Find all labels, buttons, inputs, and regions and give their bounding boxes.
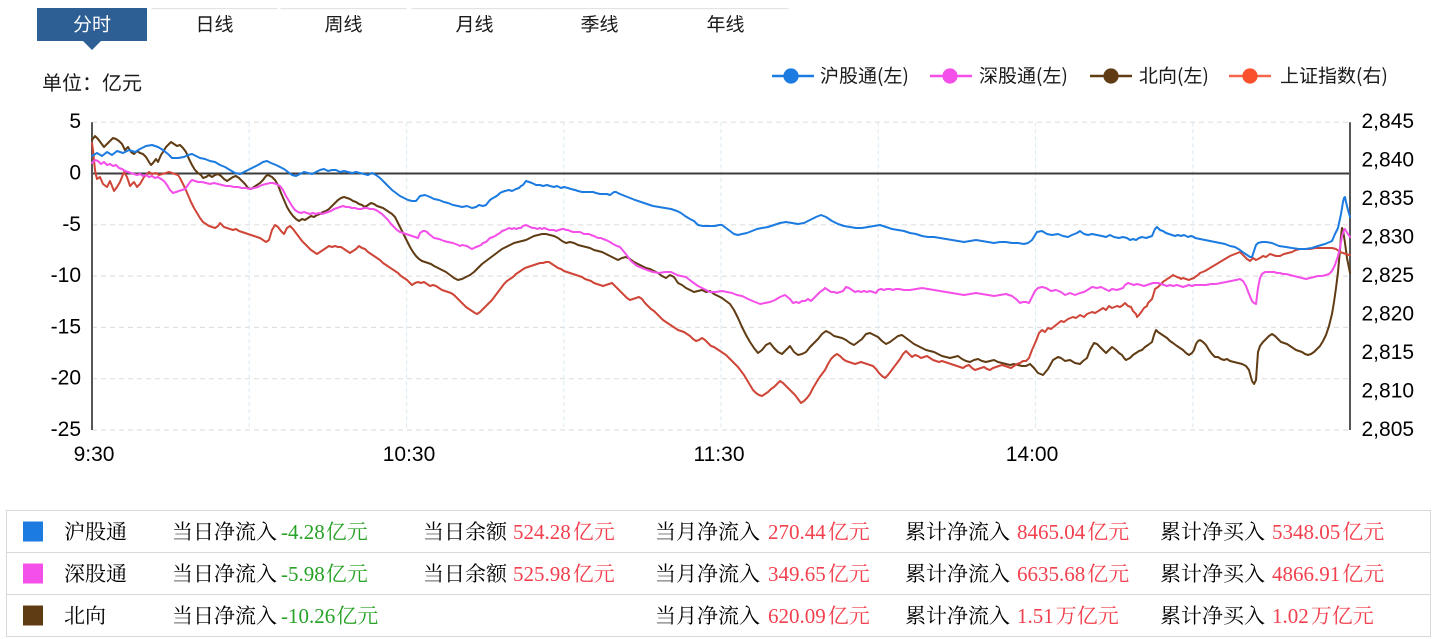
svg-text:-10: -10 — [51, 264, 81, 287]
svg-text:6635.68: 6635.68 — [1017, 562, 1085, 586]
svg-text:2,815: 2,815 — [1362, 341, 1415, 364]
svg-text:-4.28: -4.28 — [281, 520, 325, 544]
svg-text:2,810: 2,810 — [1362, 380, 1415, 403]
svg-text:-10.26: -10.26 — [281, 604, 335, 628]
svg-text:9:30: 9:30 — [74, 443, 115, 466]
svg-text:2,805: 2,805 — [1362, 418, 1415, 441]
svg-text:-5: -5 — [62, 213, 81, 236]
svg-text:524.28: 524.28 — [513, 520, 571, 544]
svg-text:10:30: 10:30 — [383, 443, 436, 466]
svg-text:-5.98: -5.98 — [281, 562, 325, 586]
svg-text:-25: -25 — [51, 418, 81, 441]
svg-text:2,825: 2,825 — [1362, 264, 1415, 287]
svg-text:2,830: 2,830 — [1362, 226, 1415, 249]
svg-text:270.44: 270.44 — [768, 520, 826, 544]
svg-text:8465.04: 8465.04 — [1017, 520, 1086, 544]
svg-text:-15: -15 — [51, 315, 81, 338]
svg-text:2,845: 2,845 — [1362, 110, 1415, 133]
svg-text:2,835: 2,835 — [1362, 187, 1415, 210]
svg-text:1.02: 1.02 — [1272, 604, 1309, 628]
svg-text:14:00: 14:00 — [1006, 443, 1059, 466]
svg-text:-20: -20 — [51, 367, 81, 390]
svg-text:525.98: 525.98 — [513, 562, 571, 586]
svg-text:5: 5 — [69, 110, 81, 133]
svg-text:2,840: 2,840 — [1362, 149, 1415, 172]
svg-text:4866.91: 4866.91 — [1272, 562, 1340, 586]
svg-text:11:30: 11:30 — [694, 443, 745, 466]
svg-text:2,820: 2,820 — [1362, 303, 1415, 326]
svg-text:0: 0 — [69, 162, 81, 185]
svg-text:349.65: 349.65 — [768, 562, 826, 586]
svg-text:620.09: 620.09 — [768, 604, 826, 628]
svg-text:1.51: 1.51 — [1017, 604, 1054, 628]
svg-text:5348.05: 5348.05 — [1272, 520, 1340, 544]
